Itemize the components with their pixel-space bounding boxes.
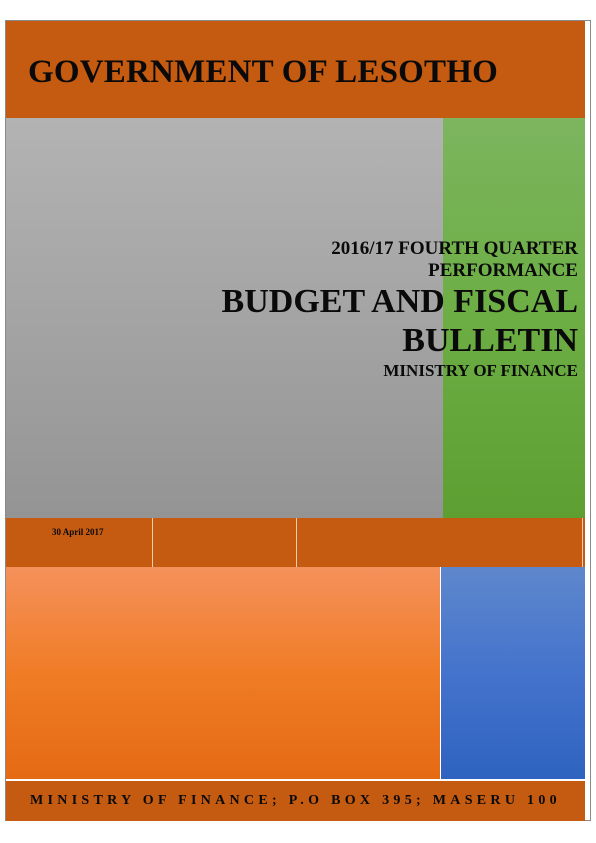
empty-cell [297, 518, 583, 567]
cover-text-block: 2016/17 FOURTH QUARTER PERFORMANCE BUDGE… [178, 238, 578, 381]
subtitle-line-1: 2016/17 FOURTH QUARTER [331, 238, 578, 259]
blue-panel [441, 567, 585, 779]
orange-panel [6, 567, 440, 779]
document-title: GOVERNMENT OF LESOTHO [28, 54, 498, 90]
main-title-line-2: BULLETIN [402, 322, 578, 359]
date-row: 30 April 2017 [6, 518, 585, 567]
publication-date: 30 April 2017 [52, 527, 104, 537]
footer-bar: MINISTRY OF FINANCE; P.O BOX 395; MASERU… [6, 781, 585, 821]
main-title-line-1: BUDGET AND FISCAL [221, 283, 578, 320]
empty-cell [153, 518, 297, 567]
date-cell: 30 April 2017 [6, 518, 153, 567]
footer-address: MINISTRY OF FINANCE; P.O BOX 395; MASERU… [30, 793, 561, 808]
green-panel [443, 118, 585, 518]
grey-panel [6, 118, 443, 518]
subtitle-line-2: PERFORMANCE [428, 260, 578, 281]
ministry-name: MINISTRY OF FINANCE [383, 361, 578, 380]
title-bar: GOVERNMENT OF LESOTHO [6, 21, 585, 118]
